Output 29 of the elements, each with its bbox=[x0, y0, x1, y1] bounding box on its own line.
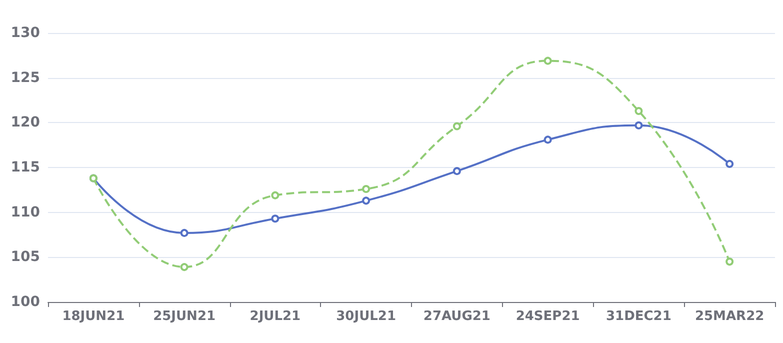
x-tick-label: 31DEC21 bbox=[606, 309, 672, 324]
point bbox=[180, 228, 188, 237]
point bbox=[634, 107, 643, 116]
point bbox=[726, 258, 734, 266]
point bbox=[452, 167, 461, 176]
x-tick-label: 18JUN21 bbox=[62, 309, 125, 324]
point bbox=[634, 121, 643, 130]
x-tick-label: 2JUL21 bbox=[250, 309, 301, 324]
y-tick-label: 130 bbox=[10, 25, 40, 41]
point bbox=[362, 185, 370, 194]
y-tick-label: 125 bbox=[10, 70, 40, 86]
point bbox=[544, 56, 552, 65]
point bbox=[452, 122, 461, 130]
x-tick-label: 24SEP21 bbox=[516, 309, 580, 324]
x-tick-label: 25MAR22 bbox=[694, 309, 764, 324]
y-tick-label: 105 bbox=[10, 249, 40, 266]
y-tick-label: 110 bbox=[10, 204, 40, 220]
point bbox=[726, 160, 734, 168]
point bbox=[271, 214, 280, 223]
y-tick-label: 115 bbox=[10, 160, 40, 176]
point bbox=[271, 191, 280, 200]
y-tick-label: 100 bbox=[10, 294, 40, 310]
x-tick-label: 27AUG21 bbox=[423, 309, 490, 324]
point bbox=[362, 196, 370, 205]
x-tick-label: 25JUN21 bbox=[153, 309, 216, 324]
point bbox=[180, 263, 188, 272]
x-tick-label: 30JUL21 bbox=[336, 309, 396, 324]
y-tick-label: 120 bbox=[10, 114, 40, 131]
point bbox=[544, 136, 552, 144]
